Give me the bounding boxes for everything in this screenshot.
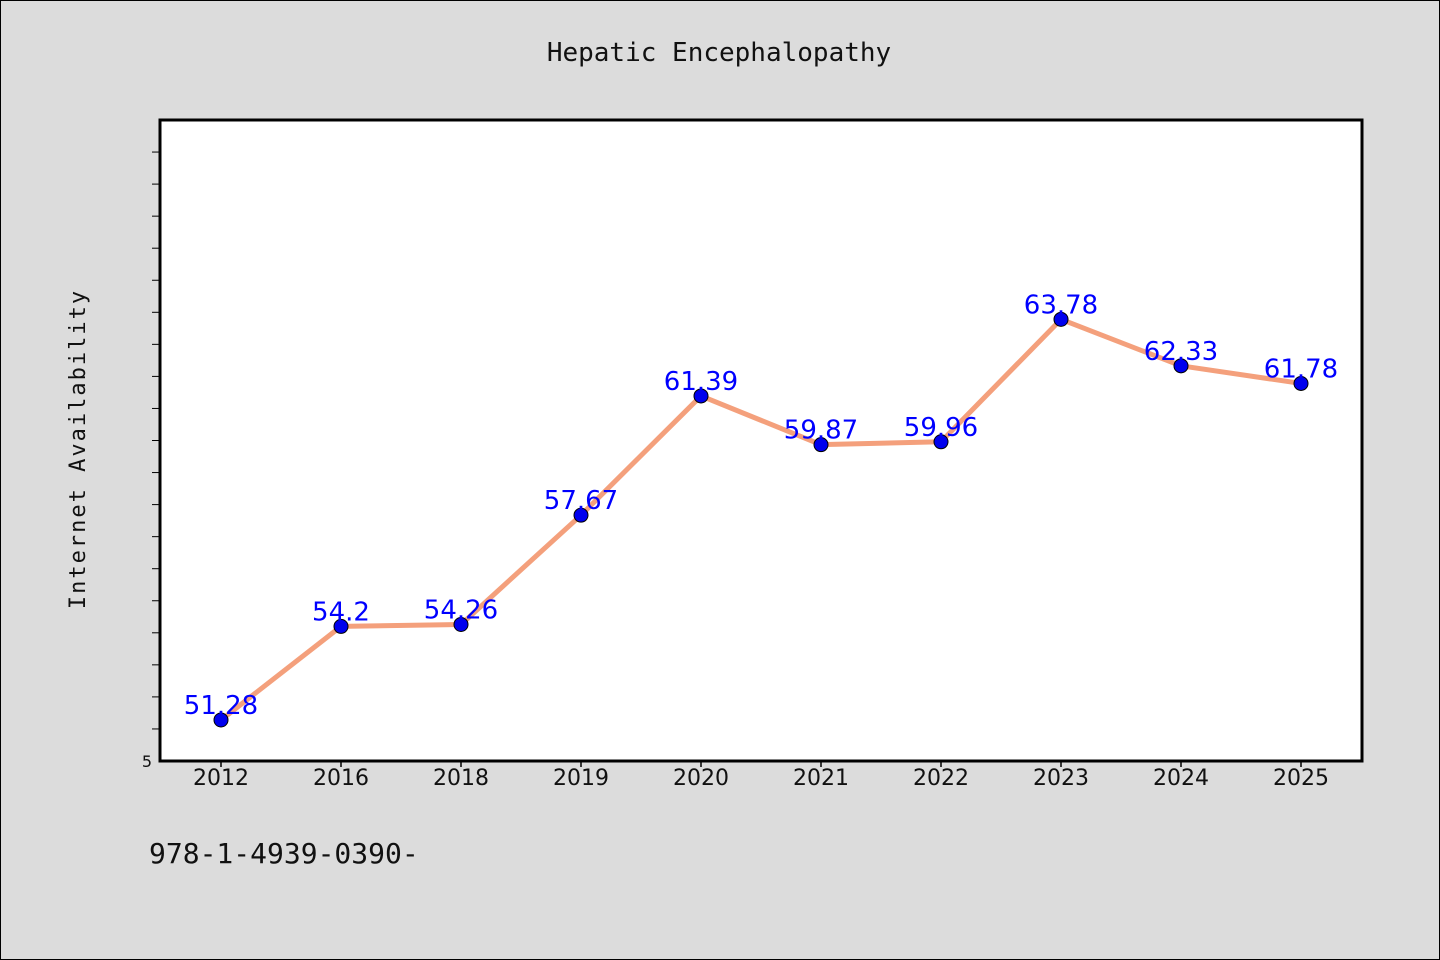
x-tick-label: 2019 <box>553 766 609 791</box>
plot-area <box>158 118 1364 763</box>
data-point <box>333 618 349 634</box>
x-tick-label: 2020 <box>673 766 729 791</box>
chart-title: Hepatic Encephalopathy <box>547 38 891 68</box>
x-tick-label: 2022 <box>913 766 969 791</box>
x-tick-label: 2012 <box>193 766 249 791</box>
data-point <box>573 507 589 523</box>
series-line <box>219 316 1302 722</box>
data-point <box>813 437 829 453</box>
data-point <box>453 616 469 632</box>
x-tick-label: 2023 <box>1033 766 1089 791</box>
data-markers <box>213 311 1309 728</box>
x-tick-label: 2025 <box>1273 766 1329 791</box>
footer-text: 978-1-4939-0390- <box>149 837 419 870</box>
x-tick-label: 2016 <box>313 766 369 791</box>
data-label: 59.87 <box>784 416 858 446</box>
data-label: 51.28 <box>184 691 258 721</box>
data-label: 54.2 <box>312 597 370 627</box>
data-point <box>213 712 229 728</box>
data-label: 61.39 <box>664 367 738 397</box>
data-label: 63.78 <box>1024 290 1098 320</box>
x-tick-label: 2021 <box>793 766 849 791</box>
x-tick-label: 2018 <box>433 766 489 791</box>
data-point <box>1293 375 1309 391</box>
data-point <box>1053 311 1069 327</box>
data-label: 61.78 <box>1264 354 1338 384</box>
x-axis-ticks: 2012 2016 2018 2019 2020 2021 2022 2023 2024 2025 <box>193 761 1329 791</box>
data-label: 62.33 <box>1144 337 1218 367</box>
y-axis-ticks <box>152 151 160 730</box>
data-label: 57.67 <box>544 486 618 516</box>
data-point <box>693 388 709 404</box>
x-tick-label: 2024 <box>1153 766 1209 791</box>
y-tick-label: 5 <box>142 752 152 771</box>
y-axis-label: Internet Availability <box>66 289 91 609</box>
data-labels: 51.28 54.2 54.26 57.67 61.39 59.87 59.96 63.78 6… <box>184 290 1338 721</box>
data-point <box>933 434 949 450</box>
data-label: 59.96 <box>904 413 978 443</box>
data-label: 54.26 <box>424 595 498 625</box>
data-point <box>1173 358 1189 374</box>
